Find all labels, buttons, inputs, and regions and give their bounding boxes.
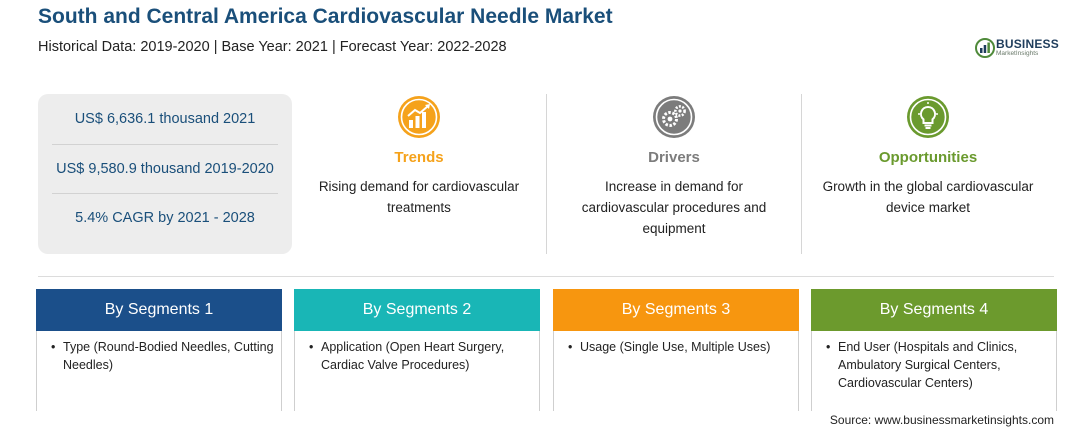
key-stats-panel: US$ 6,636.1 thousand 2021 US$ 9,580.9 th… xyxy=(38,94,292,254)
stat-market-historical: US$ 9,580.9 thousand 2019-2020 xyxy=(56,161,274,177)
segment-body: • Usage (Single Use, Multiple Uses) xyxy=(553,331,799,411)
segment-list-item: • Usage (Single Use, Multiple Uses) xyxy=(568,338,794,356)
segment-item-text: End User (Hospitals and Clinics, Ambulat… xyxy=(838,340,1018,390)
stat-divider xyxy=(52,144,278,145)
business-insights-logo-icon xyxy=(975,38,995,58)
lightbulb-icon xyxy=(907,96,949,138)
stat-cagr: 5.4% CAGR by 2021 - 2028 xyxy=(75,210,255,226)
segment-card-1: By Segments 1 • Type (Round-Bodied Needl… xyxy=(36,289,282,411)
segment-list-item: • Application (Open Heart Surgery, Cardi… xyxy=(309,338,535,374)
segment-list-item: • End User (Hospitals and Clinics, Ambul… xyxy=(826,338,1052,392)
feature-title: Trends xyxy=(394,149,444,166)
segment-item-text: Application (Open Heart Surgery, Cardiac… xyxy=(321,340,505,372)
bullet-icon: • xyxy=(826,340,831,354)
segment-header: By Segments 3 xyxy=(553,289,799,331)
logo-tagline: MarketInsights xyxy=(996,50,1039,57)
chart-growth-icon xyxy=(398,96,440,138)
segment-item-text: Type (Round-Bodied Needles, Cutting Need… xyxy=(63,340,274,372)
bullet-icon: • xyxy=(51,340,56,354)
stat-divider xyxy=(52,193,278,194)
page-subtitle: Historical Data: 2019-2020 | Base Year: … xyxy=(38,39,507,55)
feature-description: Increase in demand for cardiovascular pr… xyxy=(581,179,767,236)
column-divider xyxy=(801,94,802,254)
feature-opportunities: Opportunities Growth in the global cardi… xyxy=(808,94,1048,254)
feature-drivers: Drivers Increase in demand for cardiovas… xyxy=(554,94,794,254)
stat-market-2021: US$ 6,636.1 thousand 2021 xyxy=(74,111,256,127)
segment-card-2: By Segments 2 • Application (Open Heart … xyxy=(294,289,540,411)
segment-header: By Segments 2 xyxy=(294,289,540,331)
section-divider xyxy=(38,276,1054,277)
segment-card-4: By Segments 4 • End User (Hospitals and … xyxy=(811,289,1057,411)
segment-list-item: • Type (Round-Bodied Needles, Cutting Ne… xyxy=(51,338,277,374)
gears-icon xyxy=(653,96,695,138)
feature-description: Growth in the global cardiovascular devi… xyxy=(822,179,1034,215)
source-credit: Source: www.businessmarketinsights.com xyxy=(829,413,1054,427)
segment-body: • Type (Round-Bodied Needles, Cutting Ne… xyxy=(36,331,282,411)
feature-title: Opportunities xyxy=(878,149,978,166)
bullet-icon: • xyxy=(309,340,314,354)
segment-item-text: Usage (Single Use, Multiple Uses) xyxy=(580,340,771,354)
segment-body: • Application (Open Heart Surgery, Cardi… xyxy=(294,331,540,411)
feature-trends: Trends Rising demand for cardiovascular … xyxy=(299,94,539,254)
segment-card-3: By Segments 3 • Usage (Single Use, Multi… xyxy=(553,289,799,411)
logo-name: BUSINESS xyxy=(996,37,1059,51)
page-title: South and Central America Cardiovascular… xyxy=(38,5,613,28)
column-divider xyxy=(546,94,547,254)
segment-body: • End User (Hospitals and Clinics, Ambul… xyxy=(811,331,1057,411)
bullet-icon: • xyxy=(568,340,573,354)
brand-logo[interactable]: BUSINESS MarketInsights xyxy=(975,37,1065,61)
feature-description: Rising demand for cardiovascular treatme… xyxy=(318,179,520,215)
segment-header: By Segments 4 xyxy=(811,289,1057,331)
feature-title: Drivers xyxy=(648,149,700,166)
segment-header: By Segments 1 xyxy=(36,289,282,331)
